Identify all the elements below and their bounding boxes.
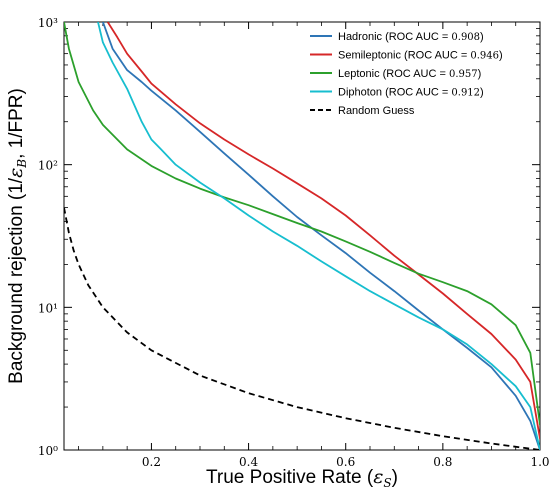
- x-tick-label: 0.6: [336, 455, 355, 469]
- y-tick-label: 10³: [38, 16, 58, 30]
- y-tick-label: 10²: [38, 159, 58, 173]
- legend-entry: Semileptonic (ROC AUC = 0.946): [338, 50, 503, 62]
- y-tick-label: 10¹: [38, 301, 58, 315]
- x-tick-label: 0.2: [142, 455, 161, 469]
- x-tick-label: 0.8: [433, 455, 452, 469]
- y-tick-label: 10⁰: [38, 444, 58, 458]
- legend: Hadronic (ROC AUC = 0.908) Semileptonic (…: [310, 31, 503, 117]
- series-line-4: [64, 207, 540, 450]
- legend-entry: Random Guess: [338, 105, 415, 117]
- series-line-3: [97, 22, 540, 450]
- series-line-2: [64, 22, 540, 426]
- x-axis-title: True Positive Rate (εS): [206, 466, 398, 490]
- x-tick-label: 1.0: [530, 455, 549, 469]
- y-axis-title: Background rejection (1/εB, 1/FPR): [5, 88, 29, 384]
- legend-entry: Diphoton (ROC AUC = 0.912): [338, 87, 484, 99]
- legend-entry: Leptonic (ROC AUC = 0.957): [338, 68, 481, 80]
- x-tick-label: 0.4: [239, 455, 258, 469]
- legend-entry: Hadronic (ROC AUC = 0.908): [338, 31, 484, 43]
- series-line-0: [102, 22, 540, 450]
- series-line-1: [106, 22, 540, 439]
- plot-frame: [63, 21, 541, 451]
